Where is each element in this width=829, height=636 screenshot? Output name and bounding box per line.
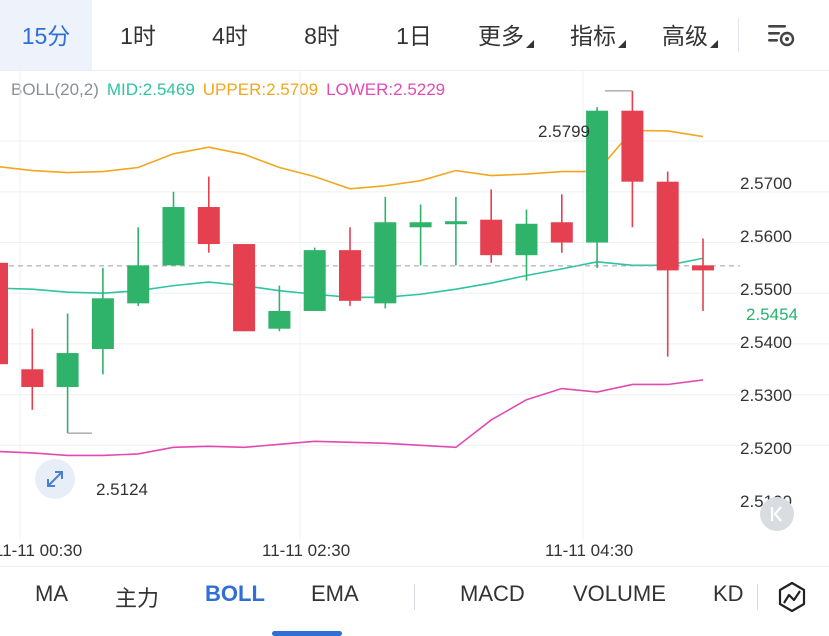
indicator-tab-kd[interactable]: KD <box>713 581 744 606</box>
indicator-tab-ma[interactable]: MA <box>35 581 68 606</box>
candle-body-down <box>480 219 503 256</box>
price-tick: 2.5500 <box>740 280 792 299</box>
fullscreen-button[interactable] <box>35 459 75 499</box>
candle-body-up <box>444 221 467 225</box>
indicator-legend: BOLL(20,2) MID:2.5469 UPPER:2.5709 LOWER:2.… <box>11 80 453 100</box>
indicator-tab-volume[interactable]: VOLUME <box>573 581 666 606</box>
price-tick: 2.5400 <box>740 333 792 352</box>
boll-upper: UPPER:2.5709 <box>202 80 319 99</box>
candle-body-up <box>515 223 538 256</box>
indicator-tab-ema[interactable]: EMA <box>311 581 359 606</box>
tab-indicators-label: 指标 <box>570 23 616 49</box>
dropdown-caret-icon <box>526 40 534 48</box>
tab-advanced-label: 高级 <box>662 23 708 49</box>
price-tick: 2.5700 <box>740 174 792 193</box>
boll-lower-line <box>0 379 704 457</box>
time-tick: 11-11 00:30 <box>0 541 83 560</box>
indicator-bar: MA 主力 BOLL EMA MACD VOLUME KD <box>0 566 829 636</box>
indicator-tab-boll[interactable]: BOLL <box>205 581 265 606</box>
candle-body-down <box>233 244 256 332</box>
low-price-annotation: 2.5124 <box>96 480 148 499</box>
candle-body-up <box>56 353 79 388</box>
indicator-tab-main[interactable]: 主力 <box>115 586 160 611</box>
divider <box>414 584 415 610</box>
candle-body-up <box>303 250 326 311</box>
scroll-indicator <box>272 631 342 636</box>
price-tick: 2.5300 <box>740 386 792 405</box>
high-price-annotation: 2.5799 <box>538 122 590 141</box>
candle-body-up <box>91 298 114 349</box>
chart-settings-button[interactable] <box>760 18 800 52</box>
candle-body-down <box>197 207 220 245</box>
time-tick: 11-11 02:30 <box>262 541 351 560</box>
tab-more-label: 更多 <box>478 23 524 49</box>
tab-indicators[interactable]: 指标 <box>560 0 636 70</box>
expand-icon <box>47 471 63 487</box>
candle-body-down <box>339 250 361 301</box>
price-tick: 2.5200 <box>740 439 792 458</box>
tab-1d[interactable]: 1日 <box>376 0 452 70</box>
boll-upper-line <box>0 129 704 190</box>
candle-body-up <box>586 110 609 243</box>
price-tick: 2.5600 <box>740 227 792 246</box>
candle-body-down <box>21 369 44 388</box>
candle-body-up <box>268 310 291 329</box>
chart-settings-icon <box>768 25 795 47</box>
line-chart-icon <box>778 581 806 613</box>
tab-8h[interactable]: 8时 <box>284 0 360 70</box>
indicator-tab-macd[interactable]: MACD <box>460 581 525 606</box>
tab-1d-label: 1日 <box>396 23 432 49</box>
candle-body-down <box>550 222 573 243</box>
candle-body-down <box>656 181 679 271</box>
tab-8h-label: 8时 <box>304 23 340 49</box>
scroll-to-end-icon <box>770 506 782 522</box>
boll-name: BOLL(20,2) <box>11 80 99 99</box>
tab-4h[interactable]: 4时 <box>192 0 268 70</box>
tab-1h[interactable]: 1时 <box>100 0 176 70</box>
tab-4h-label: 4时 <box>212 23 248 49</box>
tab-15m[interactable]: 15分 <box>0 0 92 70</box>
tab-1h-label: 1时 <box>120 23 156 49</box>
chart-type-button[interactable] <box>773 578 811 616</box>
tab-more[interactable]: 更多 <box>468 0 544 70</box>
candle-body-up <box>127 265 150 304</box>
tab-15m-label: 15分 <box>21 23 71 49</box>
divider <box>757 584 758 610</box>
tab-advanced[interactable]: 高级 <box>652 0 728 70</box>
divider <box>738 18 739 52</box>
candle-body-down <box>692 265 714 271</box>
dropdown-caret-icon <box>710 40 718 48</box>
boll-mid: MID:2.5469 <box>106 80 195 99</box>
candle-body-down <box>621 110 644 182</box>
candle-body-down <box>0 262 8 365</box>
time-tick: 11-11 04:30 <box>545 541 634 560</box>
boll-lower: LOWER:2.5229 <box>326 80 446 99</box>
current-price-label: 2.5454 <box>740 302 829 328</box>
timeframe-bar: 15分 1时 4时 8时 1日 更多 指标 高级 <box>0 0 829 71</box>
candle-body-up <box>374 222 397 304</box>
dropdown-caret-icon <box>618 40 626 48</box>
candle-body-up <box>162 207 185 266</box>
scroll-to-latest-button[interactable] <box>760 497 794 531</box>
candlestick-chart[interactable] <box>0 70 829 566</box>
candle-body-up <box>409 222 432 228</box>
